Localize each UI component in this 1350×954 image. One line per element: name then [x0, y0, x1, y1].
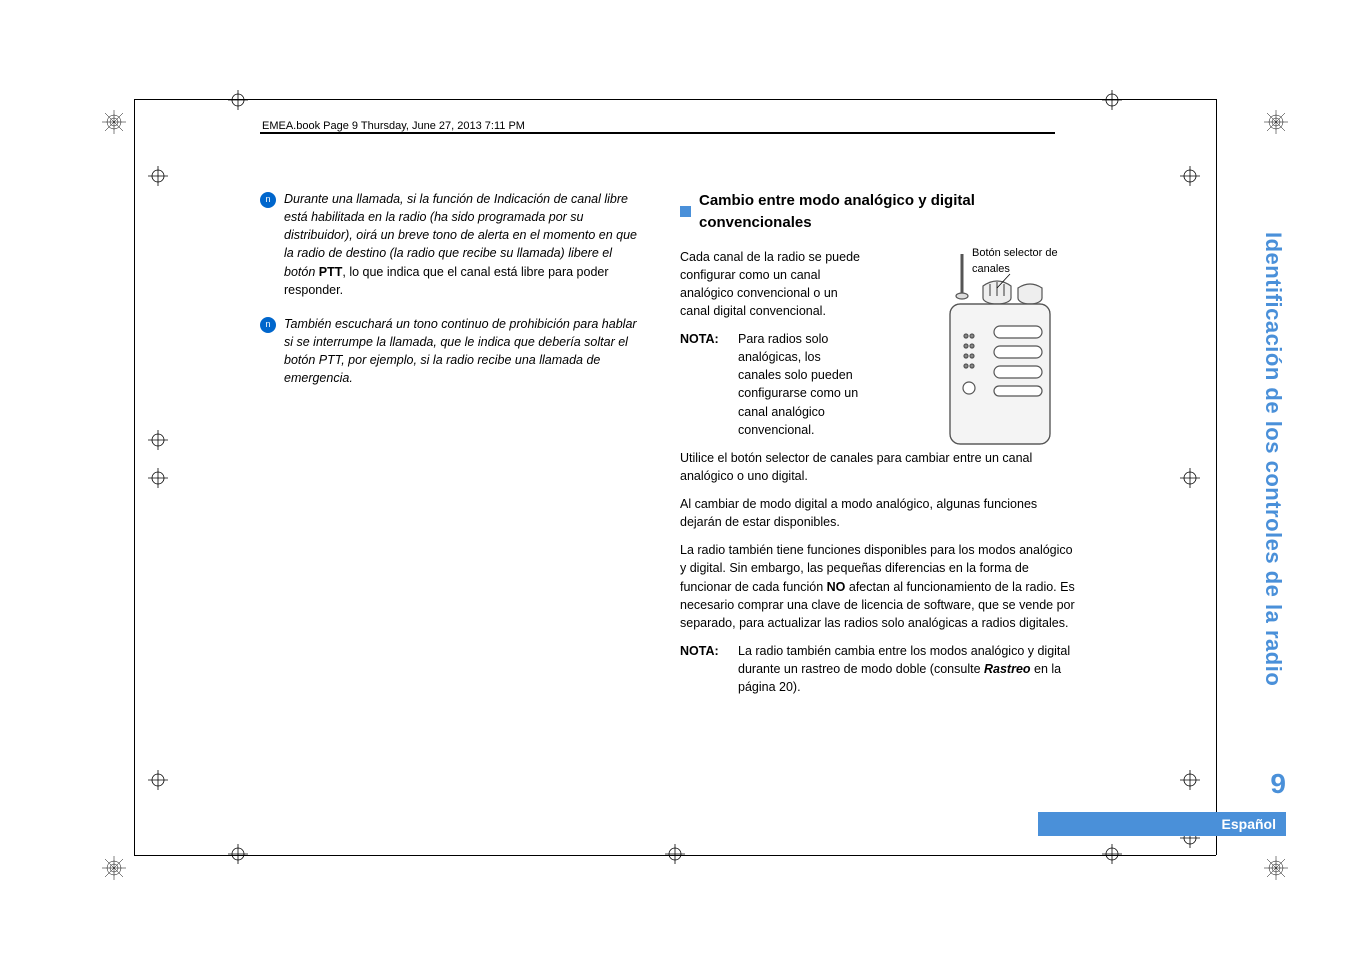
- side-tab-title: Identificación de los controles de la ra…: [1260, 232, 1286, 686]
- language-footer: Español: [1038, 812, 1286, 836]
- reg-mark: [1180, 770, 1200, 790]
- radio-label: Botón selector de canales: [972, 246, 1072, 278]
- section-bullet-icon: [680, 206, 691, 217]
- reg-mark: [665, 844, 685, 864]
- reg-mark: [1180, 166, 1200, 186]
- intro-paragraph: Cada canal de la radio se puede configur…: [680, 248, 860, 321]
- note-block-1: n Durante una llamada, si la función de …: [260, 190, 640, 299]
- page-number: 9: [1270, 768, 1286, 800]
- reg-mark: [148, 770, 168, 790]
- right-column: Cambio entre modo analógico y digital co…: [680, 190, 1080, 706]
- nota-2: NOTA: La radio también cambia entre los …: [680, 642, 1080, 696]
- reg-mark: [1180, 468, 1200, 488]
- nota2-bold: Rastreo: [984, 662, 1031, 676]
- reg-mark: [148, 430, 168, 450]
- note-icon: n: [260, 317, 276, 333]
- note-block-2: n También escuchará un tono continuo de …: [260, 315, 640, 388]
- note-1-text: Durante una llamada, si la función de In…: [284, 190, 640, 299]
- radio-illustration: Botón selector de canales: [922, 246, 1072, 446]
- nota-1: NOTA: Para radios solo analógicas, los c…: [680, 330, 860, 439]
- paragraph-1: Utilice el botón selector de canales par…: [680, 449, 1080, 485]
- section-title: Cambio entre modo analógico y digital co…: [699, 190, 1080, 234]
- nota-2-text: La radio también cambia entre los modos …: [738, 642, 1080, 696]
- paragraph-2: Al cambiar de modo digital a modo analóg…: [680, 495, 1080, 531]
- note1-bold: PTT: [319, 265, 343, 279]
- reg-mark: [1102, 844, 1122, 864]
- crop-line-top: [134, 99, 1216, 100]
- language-label: Español: [1222, 816, 1276, 832]
- paragraph-3: La radio también tiene funciones disponi…: [680, 541, 1080, 632]
- reg-mark: [228, 90, 248, 110]
- reg-mark: [148, 468, 168, 488]
- note-icon: n: [260, 192, 276, 208]
- reg-mark: [228, 844, 248, 864]
- note-2-text: También escuchará un tono continuo de pr…: [284, 315, 640, 388]
- radial-mark-top-right: [1264, 110, 1288, 134]
- p3-bold: NO: [827, 580, 846, 594]
- reg-mark: [1102, 90, 1122, 110]
- nota-label: NOTA:: [680, 642, 728, 696]
- radial-mark-bottom-right: [1264, 856, 1288, 880]
- reg-mark: [148, 166, 168, 186]
- header-rule: [260, 132, 1055, 134]
- content-area: n Durante una llamada, si la función de …: [260, 190, 1060, 706]
- radial-mark-top-left: [102, 110, 126, 134]
- left-column: n Durante una llamada, si la función de …: [260, 190, 640, 706]
- crop-line-right: [1216, 99, 1217, 855]
- nota-label: NOTA:: [680, 330, 728, 439]
- section-header: Cambio entre modo analógico y digital co…: [680, 190, 1080, 234]
- nota-1-text: Para radios solo analógicas, los canales…: [738, 330, 860, 439]
- radial-mark-bottom-left: [102, 856, 126, 880]
- page-header-text: EMEA.book Page 9 Thursday, June 27, 2013…: [262, 120, 525, 132]
- crop-line-left: [134, 99, 135, 855]
